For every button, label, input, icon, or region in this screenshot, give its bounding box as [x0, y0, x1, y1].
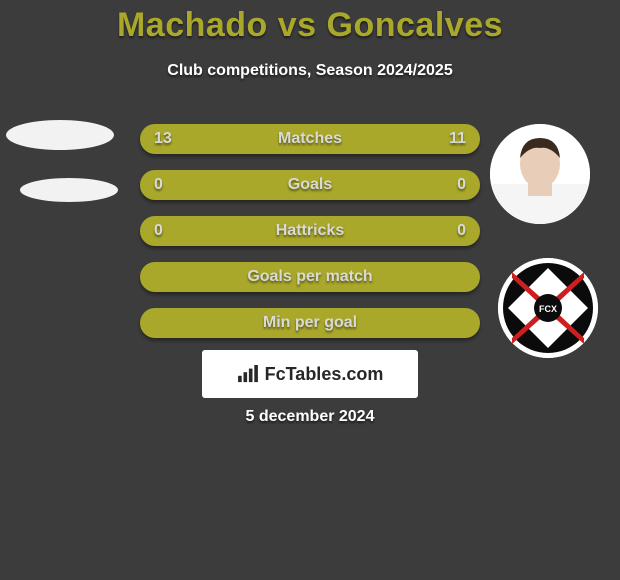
stat-row: Min per goal	[140, 308, 480, 338]
stat-value-left: 13	[154, 126, 172, 152]
stat-label: Hattricks	[142, 218, 478, 244]
stat-label: Goals per match	[142, 264, 478, 290]
stat-value-right: 0	[457, 172, 466, 198]
svg-text:FCX: FCX	[539, 304, 557, 314]
right-club-crest: FCX	[498, 258, 598, 358]
stat-row: Matches13 11	[140, 124, 480, 154]
stat-row: Goals per match	[140, 262, 480, 292]
page-title: Machado vs Goncalves	[0, 6, 620, 45]
stat-value-right: 11	[449, 126, 466, 152]
stat-value-left: 0	[154, 172, 163, 198]
bars-icon	[237, 365, 259, 383]
stat-bars: Matches1311Goals00Hattricks00Goals per m…	[140, 124, 480, 354]
stat-row: Goals0 0	[140, 170, 480, 200]
brand-text: FcTables.com	[265, 364, 384, 385]
stat-label: Goals	[142, 172, 478, 198]
date-text: 5 december 2024	[0, 408, 620, 426]
stat-row: Hattricks0 0	[140, 216, 480, 246]
stat-value-right: 0	[457, 218, 466, 244]
stat-label: Min per goal	[142, 310, 478, 336]
right-player-photo	[490, 124, 590, 224]
stat-value-left: 0	[154, 218, 163, 244]
stat-label: Matches	[142, 126, 478, 152]
brand-badge: FcTables.com	[202, 350, 418, 398]
left-club-logo-2	[20, 178, 118, 202]
page-subtitle: Club competitions, Season 2024/2025	[0, 62, 620, 80]
left-club-logo-1	[6, 120, 114, 150]
